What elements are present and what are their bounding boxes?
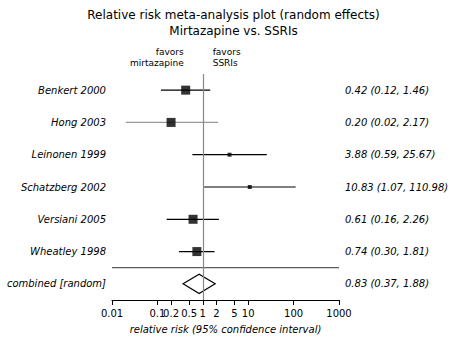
svg-text:0.42 (0.12, 1.46): 0.42 (0.12, 1.46)	[345, 85, 429, 96]
svg-text:Benkert 2000: Benkert 2000	[38, 85, 106, 96]
svg-text:5: 5	[231, 308, 237, 319]
svg-text:0.20 (0.02, 2.17): 0.20 (0.02, 2.17)	[345, 117, 429, 128]
svg-text:Relative risk meta-analysis pl: Relative risk meta-analysis plot (random…	[87, 8, 379, 22]
svg-text:10.83 (1.07, 110.98): 10.83 (1.07, 110.98)	[345, 182, 448, 193]
svg-text:1: 1	[200, 308, 206, 319]
svg-text:Wheatley 1998: Wheatley 1998	[30, 246, 106, 257]
svg-text:10: 10	[242, 308, 255, 319]
svg-text:combined [random]: combined [random]	[7, 278, 106, 289]
svg-text:favors: favors	[156, 47, 184, 57]
svg-text:Schatzberg 2002: Schatzberg 2002	[21, 182, 106, 193]
svg-text:3.88 (0.59, 25.67): 3.88 (0.59, 25.67)	[345, 149, 436, 160]
svg-text:0.01: 0.01	[101, 308, 123, 319]
svg-text:0.1: 0.1	[149, 307, 166, 319]
svg-text:Mirtazapine vs. SSRIs: Mirtazapine vs. SSRIs	[169, 24, 297, 38]
svg-text:Hong 2003: Hong 2003	[51, 117, 106, 128]
svg-text:1000: 1000	[326, 308, 351, 319]
svg-text:0.2: 0.2	[163, 308, 179, 319]
svg-text:100: 100	[284, 308, 303, 319]
svg-text:2: 2	[213, 308, 219, 319]
svg-text:SSRIs: SSRIs	[213, 58, 238, 68]
svg-text:0.83 (0.37, 1.88): 0.83 (0.37, 1.88)	[345, 278, 429, 289]
svg-text:0.5: 0.5	[181, 308, 197, 319]
svg-text:relative risk (95% confidence: relative risk (95% confidence interval)	[130, 324, 322, 335]
svg-text:0.74 (0.30, 1.81): 0.74 (0.30, 1.81)	[345, 246, 429, 257]
svg-text:mirtazapine: mirtazapine	[130, 58, 184, 68]
svg-text:0.61 (0.16, 2.26): 0.61 (0.16, 2.26)	[345, 214, 429, 225]
svg-text:Versiani 2005: Versiani 2005	[38, 214, 106, 225]
svg-text:favors: favors	[213, 47, 241, 57]
svg-text:Leinonen 1999: Leinonen 1999	[32, 149, 106, 160]
